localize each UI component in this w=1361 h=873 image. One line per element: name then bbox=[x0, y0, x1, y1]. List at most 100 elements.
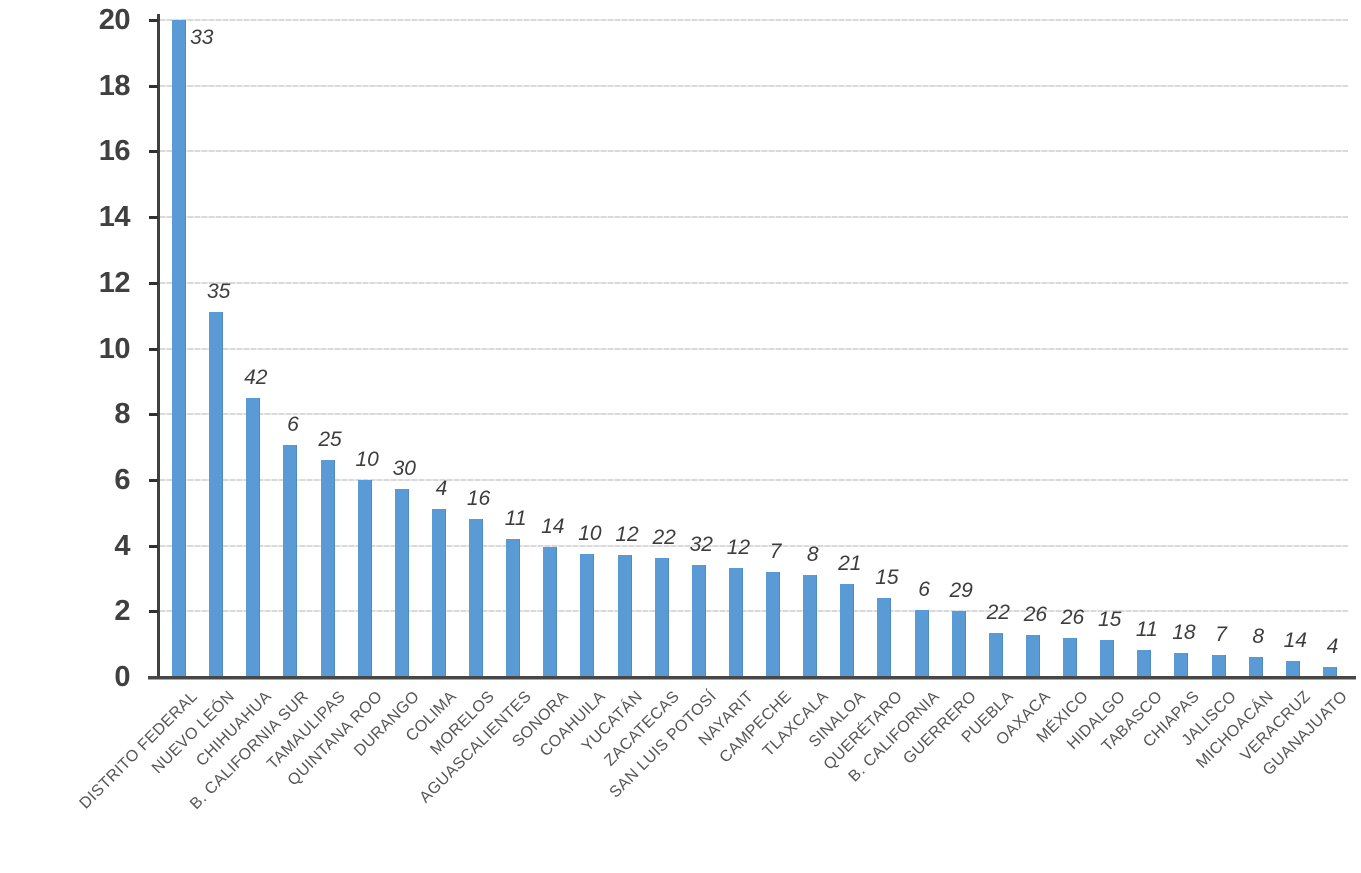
bar bbox=[172, 20, 187, 677]
y-axis-line bbox=[157, 14, 160, 679]
bar bbox=[1025, 634, 1040, 677]
bar-value-label: 15 bbox=[1098, 608, 1122, 632]
bar bbox=[728, 567, 743, 677]
bar bbox=[431, 508, 446, 677]
bar bbox=[1174, 653, 1189, 677]
bar-value-label: 8 bbox=[1252, 625, 1265, 649]
bar bbox=[320, 460, 335, 677]
bar bbox=[1248, 657, 1263, 677]
gridline bbox=[160, 84, 1348, 87]
y-axis-label: 20 bbox=[98, 4, 131, 36]
y-axis-label: 6 bbox=[114, 463, 130, 496]
bar-value-label: 15 bbox=[875, 566, 899, 590]
bar bbox=[469, 518, 484, 677]
bar-value-label: 4 bbox=[1326, 635, 1339, 659]
gridline bbox=[160, 216, 1348, 219]
bar-value-label: 22 bbox=[652, 526, 676, 550]
y-axis-tick bbox=[149, 216, 158, 220]
bar-value-label: 22 bbox=[986, 601, 1010, 625]
bar-value-label: 4 bbox=[435, 476, 448, 500]
bar-value-label: 7 bbox=[1215, 622, 1227, 646]
gridline bbox=[160, 281, 1348, 284]
bar bbox=[357, 479, 372, 677]
y-axis-tick bbox=[149, 150, 158, 154]
bar-value-label: 10 bbox=[355, 447, 379, 471]
y-axis-label: 12 bbox=[98, 266, 131, 299]
bar-value-label: 7 bbox=[769, 539, 782, 563]
bar-value-label: 11 bbox=[1135, 617, 1158, 641]
y-axis-tick bbox=[149, 478, 158, 482]
bar bbox=[877, 598, 892, 677]
y-axis-label: 0 bbox=[114, 661, 130, 693]
bar-value-label: 14 bbox=[1283, 629, 1307, 653]
y-axis-tick bbox=[149, 281, 158, 285]
bar-value-label: 10 bbox=[578, 521, 602, 545]
y-axis-label: 18 bbox=[98, 69, 131, 102]
bar bbox=[1137, 649, 1152, 677]
bar bbox=[914, 609, 929, 677]
bar bbox=[506, 539, 521, 677]
y-axis-tick bbox=[149, 413, 158, 417]
x-axis-line bbox=[148, 676, 1356, 680]
bar bbox=[691, 565, 706, 677]
bar-value-label: 6 bbox=[287, 413, 299, 437]
bar bbox=[1211, 654, 1226, 677]
bar-value-label: 21 bbox=[838, 552, 862, 576]
gridline bbox=[160, 544, 1348, 547]
bar-value-label: 30 bbox=[392, 457, 416, 481]
bar-value-label: 35 bbox=[207, 280, 231, 304]
bar bbox=[283, 445, 298, 677]
bar bbox=[1063, 638, 1078, 677]
bar-value-label: 12 bbox=[726, 535, 751, 559]
bar bbox=[766, 571, 781, 677]
y-axis-label: 4 bbox=[114, 529, 130, 562]
bar-value-label: 26 bbox=[1060, 606, 1085, 630]
gridline bbox=[160, 610, 1348, 613]
y-axis-label: 10 bbox=[98, 332, 131, 365]
bar bbox=[840, 584, 855, 677]
bar bbox=[246, 397, 261, 677]
bar bbox=[988, 633, 1003, 677]
bar bbox=[1285, 661, 1300, 677]
bar bbox=[617, 554, 632, 677]
bar-value-label: 11 bbox=[504, 507, 527, 531]
gridline bbox=[160, 413, 1348, 416]
bar bbox=[1100, 640, 1115, 677]
y-axis-label: 14 bbox=[98, 201, 131, 234]
bar bbox=[1322, 667, 1337, 677]
bar-value-label: 26 bbox=[1023, 602, 1048, 626]
bar bbox=[654, 558, 669, 677]
bar-value-label: 8 bbox=[806, 543, 819, 567]
y-axis-tick bbox=[149, 610, 158, 614]
y-axis-tick bbox=[149, 19, 158, 22]
bar bbox=[803, 575, 818, 677]
bar-value-label: 16 bbox=[466, 486, 491, 510]
y-axis-label: 2 bbox=[114, 595, 130, 628]
y-axis-label: 8 bbox=[114, 398, 130, 431]
bar bbox=[951, 611, 966, 677]
bar-value-label: 29 bbox=[949, 579, 973, 603]
bar-value-label: 12 bbox=[615, 522, 639, 546]
bar-value-label: 32 bbox=[689, 533, 713, 557]
gridline bbox=[160, 478, 1348, 481]
y-axis-tick bbox=[149, 84, 158, 88]
bar-value-label: 25 bbox=[318, 428, 342, 452]
bar bbox=[580, 553, 595, 677]
bar bbox=[394, 489, 409, 677]
bar-value-label: 33 bbox=[190, 26, 214, 49]
bar bbox=[543, 547, 558, 677]
y-axis-label: 16 bbox=[98, 135, 131, 168]
y-axis-tick bbox=[149, 544, 158, 548]
bar-value-label: 42 bbox=[244, 365, 268, 389]
gridline bbox=[160, 150, 1348, 153]
gridline bbox=[160, 19, 1348, 21]
bar bbox=[209, 312, 224, 677]
bar-value-label: 18 bbox=[1172, 621, 1196, 645]
bar-value-label: 14 bbox=[541, 515, 565, 539]
